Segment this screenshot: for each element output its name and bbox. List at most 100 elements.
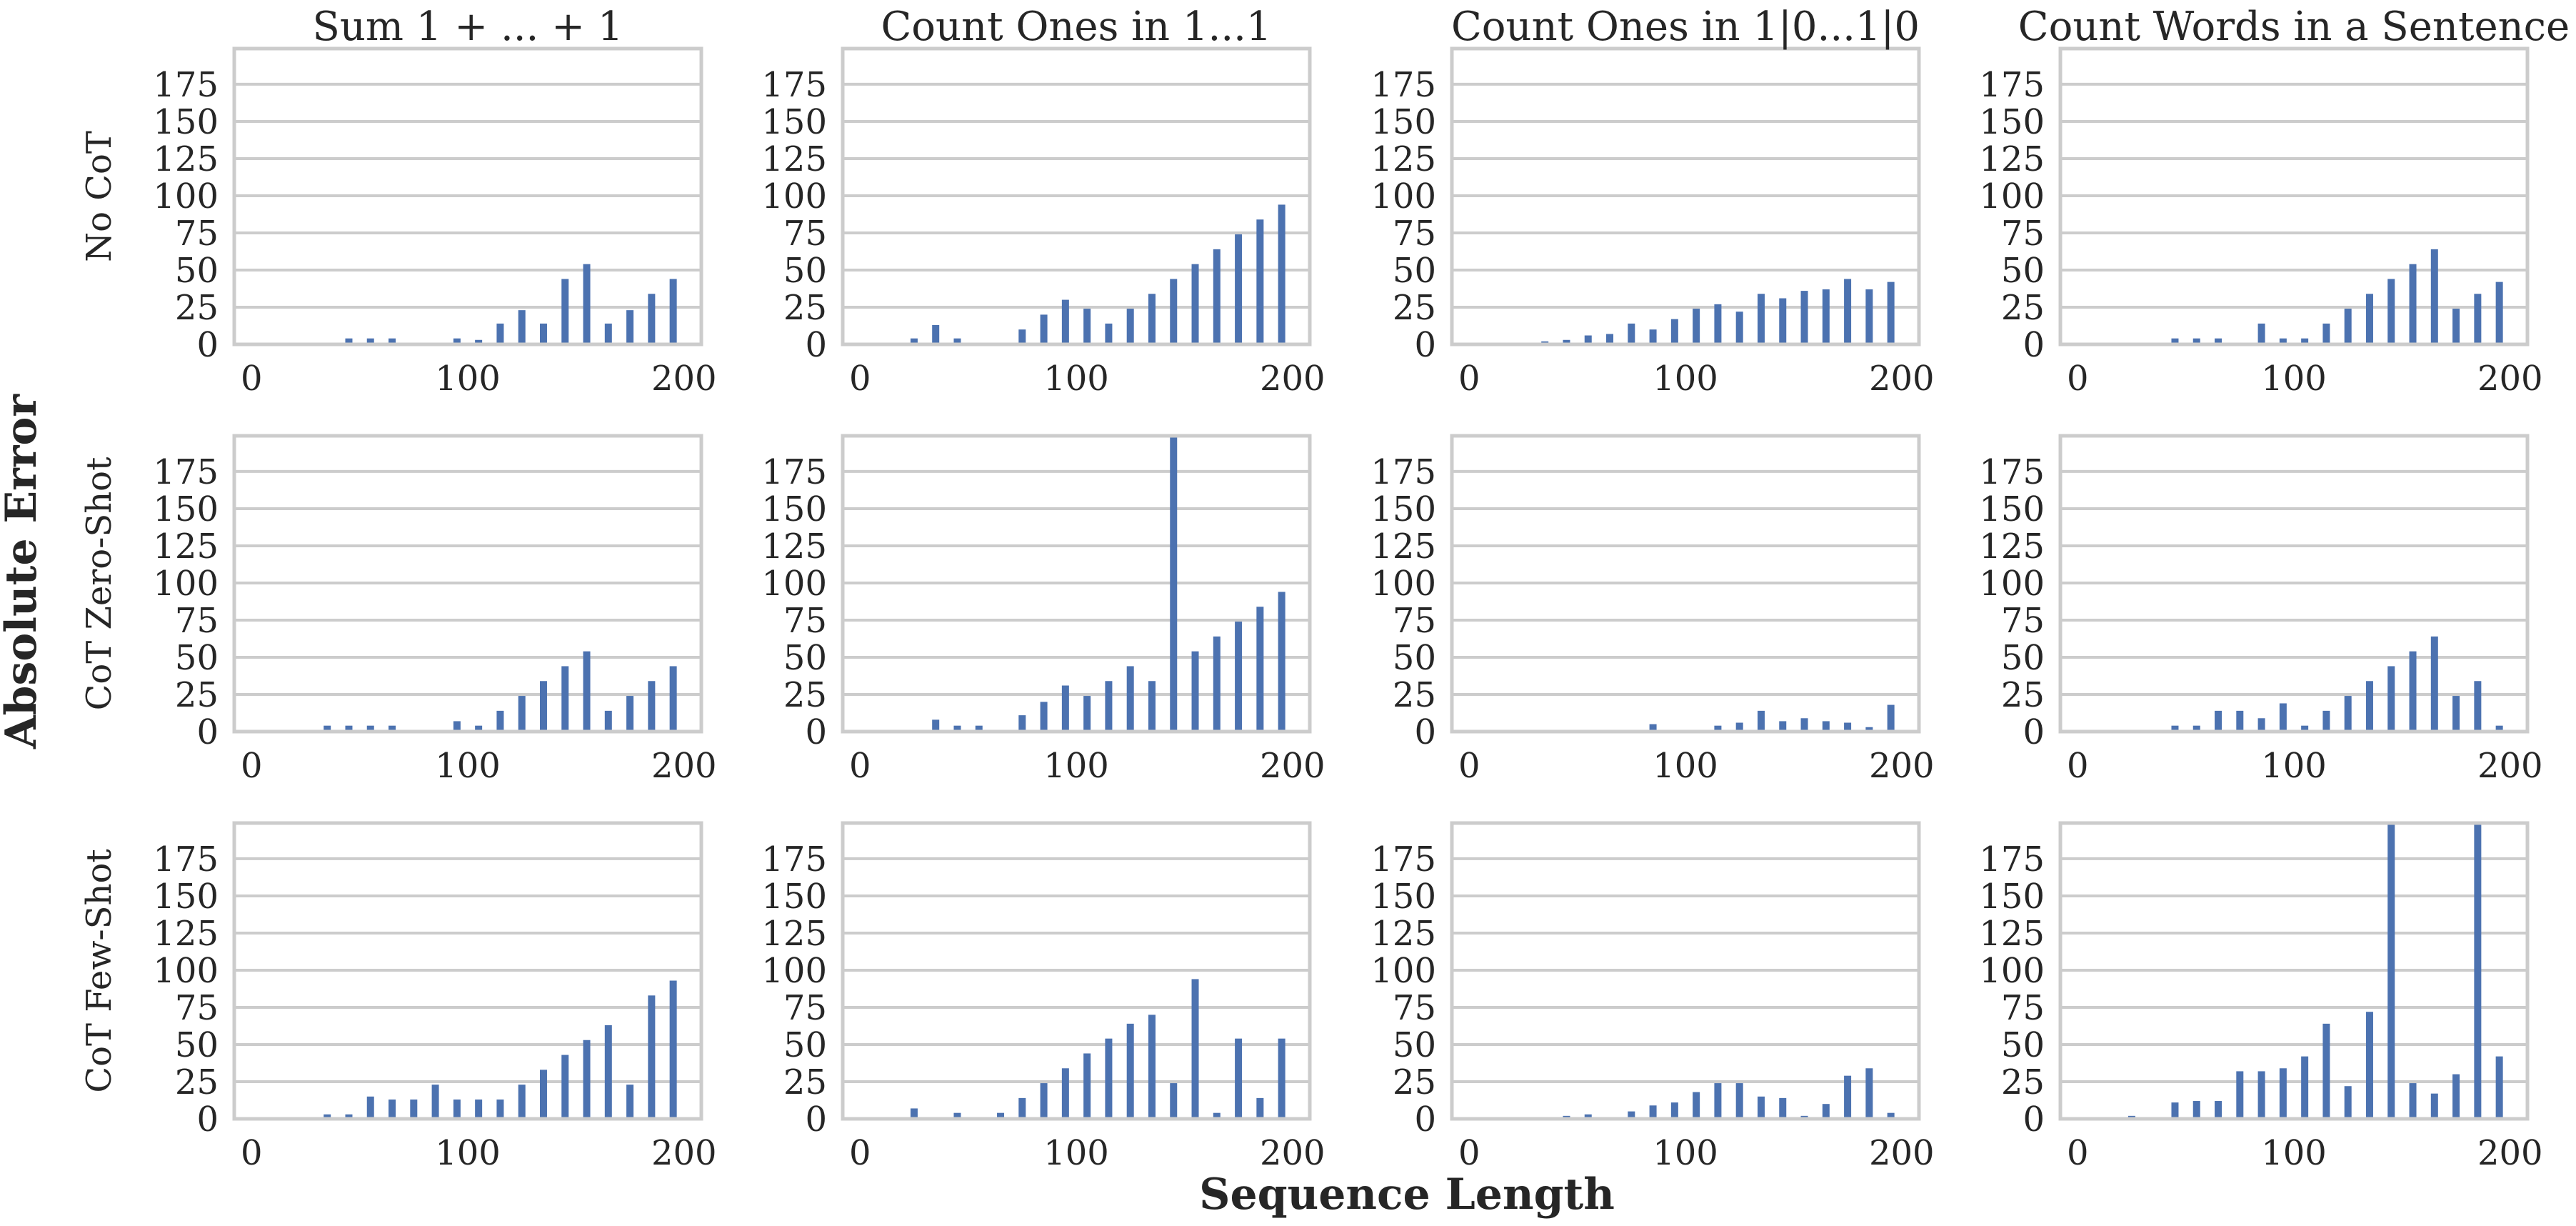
bar [2495,281,2503,344]
x-tick-label: 200 [1260,359,1325,399]
bar [1235,234,1243,344]
column-title: Count Ones in 1...1 [881,4,1271,50]
bar [345,1114,353,1119]
bar [324,725,331,732]
bar [2452,1074,2460,1119]
bar [997,1112,1005,1119]
bar [366,338,374,344]
y-tick-label: 175 [1979,65,2045,105]
bar [1735,1083,1743,1119]
bar [669,279,677,344]
bar [1822,1104,1830,1119]
bar [539,681,547,732]
bar [1735,722,1743,732]
x-tick-label: 0 [1458,1133,1480,1173]
bar [2171,725,2179,732]
bar [2387,823,2395,1119]
bar [1256,1097,1264,1119]
bar [626,310,634,344]
bar [2301,725,2309,732]
x-tick-label: 100 [1653,1133,1718,1173]
y-tick-label: 100 [1370,564,1436,604]
column-title: Count Words in a Sentence [2018,4,2570,50]
x-tick-label: 100 [1043,746,1109,786]
bar [2474,294,2482,344]
y-tick-label: 175 [1370,65,1436,105]
y-tick-label: 125 [1370,914,1436,954]
bar [2257,718,2265,732]
x-tick-label: 200 [1869,1133,1935,1173]
y-tick-label: 100 [1370,176,1436,216]
panel-frame [1450,46,1921,347]
bar [953,338,961,344]
x-tick-label: 200 [651,746,717,786]
bar [1083,696,1091,732]
bar [1584,335,1592,344]
bar [1714,1083,1722,1119]
bar [1278,592,1286,732]
bar [2279,703,2287,732]
y-tick-label: 125 [1979,527,2045,567]
y-tick-label: 125 [761,527,827,567]
bar [2192,1101,2200,1119]
bar [1779,721,1787,732]
bar [389,1099,396,1119]
bar [1191,651,1199,732]
x-tick-label: 0 [241,746,263,786]
y-tick-label: 0 [2023,712,2045,752]
y-tick-label: 100 [1979,564,2045,604]
bar [1822,289,1830,344]
x-tick-label: 200 [1260,746,1325,786]
x-tick-label: 200 [651,1133,717,1173]
bar [2322,710,2330,732]
y-tick-label: 75 [175,988,219,1028]
x-tick-label: 100 [2261,359,2327,399]
y-tick-label: 25 [2001,1062,2045,1102]
bar [1256,607,1264,732]
bar [953,1112,961,1119]
y-tick-label: 75 [1393,214,1436,254]
bar [2474,681,2482,732]
bar [2409,651,2417,732]
y-tick-label: 50 [2001,1025,2045,1065]
bar [2387,666,2395,732]
x-tick-label: 100 [435,359,501,399]
bar [1040,1083,1048,1119]
bar [2344,1086,2352,1119]
bar [2192,725,2200,732]
x-tick-label: 200 [2477,359,2543,399]
bar [475,339,483,344]
y-tick-label: 25 [783,675,827,715]
bar [1563,339,1570,344]
bar [1170,1083,1178,1119]
x-tick-label: 200 [2477,746,2543,786]
bar [1191,979,1199,1119]
bar [2365,681,2373,732]
y-tick-label: 150 [1979,489,2045,529]
bar [1018,715,1026,732]
y-tick-label: 100 [153,564,219,604]
y-tick-label: 50 [1393,1025,1436,1065]
bar [1693,1092,1700,1119]
y-tick-label: 0 [1414,325,1436,365]
y-tick-label: 50 [175,638,219,678]
y-tick-label: 175 [1370,452,1436,492]
y-tick-label: 125 [761,914,827,954]
panel-frame [1450,821,1921,1121]
bar [953,725,961,732]
y-tick-label: 0 [1414,1100,1436,1140]
bar [2430,636,2438,732]
bar [2409,1083,2417,1119]
x-tick-label: 0 [241,1133,263,1173]
bar [1061,1068,1069,1119]
bar [2430,249,2438,344]
x-tick-label: 0 [849,359,871,399]
y-tick-label: 175 [1370,839,1436,879]
bar [1040,702,1048,732]
x-tick-label: 0 [2067,359,2089,399]
bar [669,666,677,732]
bar [389,725,396,732]
